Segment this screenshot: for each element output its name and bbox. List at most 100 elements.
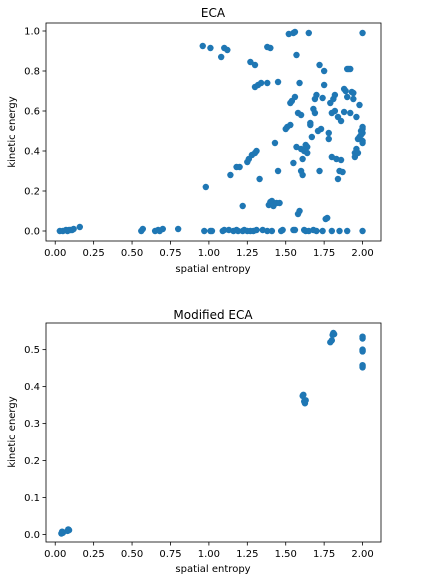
data-point	[293, 51, 300, 59]
data-point	[354, 149, 362, 157]
data-point	[65, 526, 73, 534]
y-axis-label: kinetic energy	[7, 396, 18, 467]
data-point	[271, 139, 279, 147]
x-tick-label: 2.00	[351, 549, 373, 560]
data-point	[287, 121, 294, 129]
data-point	[217, 53, 225, 61]
y-tick-label: 0.0	[24, 227, 40, 238]
data-point	[328, 153, 336, 161]
data-point	[350, 89, 357, 97]
data-point	[253, 147, 260, 155]
data-point	[207, 44, 214, 52]
data-point	[317, 125, 325, 133]
scatter-points	[56, 28, 366, 235]
data-point	[304, 149, 311, 157]
data-point	[291, 28, 299, 36]
data-point	[247, 58, 254, 66]
x-tick-label: 0.25	[83, 549, 105, 560]
data-point	[234, 227, 242, 235]
data-point	[316, 61, 323, 69]
data-point	[299, 155, 306, 163]
data-point	[70, 225, 77, 233]
data-point	[353, 113, 360, 121]
x-tick-label: 1.50	[275, 248, 297, 259]
chart-title: ECA	[201, 6, 226, 20]
data-point	[227, 171, 234, 179]
data-point	[291, 226, 299, 234]
x-tick-label: 0.50	[121, 549, 143, 560]
tick-marks: 0.00 0.25 0.50 0.75 1.00 1.25 1.50 1.75 2.00 0.0 0…	[24, 345, 374, 560]
x-tick-label: 1.00	[198, 549, 220, 560]
data-point	[159, 225, 166, 233]
data-point	[256, 175, 263, 183]
data-point	[202, 183, 210, 191]
data-point	[357, 131, 365, 139]
data-point	[276, 199, 283, 207]
data-point	[201, 227, 208, 235]
data-point	[359, 361, 366, 369]
data-point	[199, 42, 206, 50]
x-axis-label: spatial entropy	[175, 264, 250, 275]
data-point	[208, 227, 216, 235]
data-point	[236, 163, 243, 171]
data-point	[264, 227, 271, 235]
x-tick-label: 0.75	[159, 248, 181, 259]
eca-plot: ECA 0.00 0.25 0.50 0.75 1.00 1.25 1.50 1.75 2.00…	[7, 6, 382, 275]
data-point	[290, 159, 297, 167]
data-point	[313, 91, 320, 99]
x-tick-label: 0.00	[44, 549, 66, 560]
data-point	[274, 167, 282, 175]
data-point	[340, 85, 348, 93]
plot-frame	[45, 322, 382, 543]
data-point	[331, 107, 339, 115]
x-tick-label: 0.75	[159, 549, 181, 560]
x-tick-label: 1.75	[313, 248, 335, 259]
data-point	[297, 111, 305, 119]
data-point	[305, 29, 312, 37]
data-point	[268, 227, 276, 235]
chart-title: Modified ECA	[173, 308, 253, 322]
data-point	[328, 337, 336, 344]
data-point	[307, 121, 314, 129]
data-point	[359, 29, 366, 37]
data-point	[356, 101, 363, 109]
data-point	[300, 226, 308, 234]
x-tick-label: 1.75	[313, 549, 335, 560]
y-tick-label: 0.3	[24, 419, 40, 430]
y-axis-label: kinetic energy	[7, 96, 18, 167]
x-tick-label: 2.00	[351, 248, 373, 259]
data-point	[347, 65, 354, 73]
y-tick-label: 0.6	[24, 107, 40, 118]
tick-marks: 0.00 0.25 0.50 0.75 1.00 1.25 1.50 1.75 2.00 0.0 0…	[24, 27, 374, 260]
plot-frame	[45, 22, 382, 242]
x-tick-label: 1.25	[236, 248, 258, 259]
x-tick-label: 1.00	[198, 248, 220, 259]
data-point	[324, 214, 331, 222]
data-point	[76, 223, 84, 231]
data-point	[328, 227, 336, 235]
x-tick-label: 0.50	[121, 248, 143, 259]
data-point	[350, 95, 357, 103]
data-point	[291, 93, 299, 101]
y-tick-label: 0.4	[24, 147, 40, 158]
data-point	[264, 79, 271, 87]
data-point	[340, 108, 348, 116]
data-point	[337, 156, 345, 164]
data-point	[347, 109, 354, 117]
y-tick-label: 0.2	[24, 187, 40, 198]
y-tick-label: 1.0	[24, 27, 40, 38]
data-point	[337, 117, 345, 125]
data-point	[336, 227, 343, 235]
y-tick-label: 0.1	[24, 493, 40, 504]
data-point	[334, 175, 342, 183]
data-point	[221, 226, 228, 234]
x-axis-label: spatial entropy	[175, 564, 250, 575]
data-point	[251, 61, 259, 69]
data-point	[139, 225, 147, 233]
data-point	[253, 226, 260, 234]
data-point	[316, 167, 323, 175]
modified-eca-plot: Modified ECA 0.00 0.25 0.50 0.75 1.00 1.25 1.5…	[7, 308, 382, 575]
data-point	[359, 123, 366, 131]
data-point	[325, 135, 332, 143]
